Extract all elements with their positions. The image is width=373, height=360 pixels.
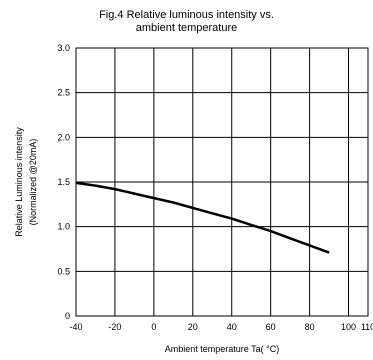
x-tick-label: 20 [188,322,198,332]
x-tick-label: -40 [69,322,82,332]
y-tick-label: 0.5 [57,266,70,276]
plot-frame [75,47,369,317]
tick-labels: -40 -20 0 20 40 60 80 100 110 0 0.5 1.0 1.5 2.0 2.5 3.0 [57,43,373,332]
x-tick-label: 80 [305,322,315,332]
x-tick-label: 110 [361,322,373,332]
chart-title-line1: Fig.4 Relative luminous intensity vs. [99,9,274,21]
y-axis-label-line1: Relative Luminous intensity [14,127,24,237]
x-axis-label: Ambient temperature Ta( °C) [165,344,279,354]
y-tick-label: 1.0 [57,222,70,232]
x-tick-label: 40 [227,322,237,332]
x-tick-label: 100 [341,322,356,332]
y-tick-label: 0 [65,311,70,321]
series-line [75,181,330,254]
y-tick-label: 1.5 [57,177,70,187]
x-tick-label: -20 [108,322,121,332]
chart-title-line2: ambient temperature [135,22,238,34]
y-tick-label: 3.0 [57,43,70,53]
x-tick-label: 0 [151,322,156,332]
x-tick-label: 60 [266,322,276,332]
y-axis-label-line2: (Normalized @20mA) [28,139,38,226]
y-tick-label: 2.0 [57,132,70,142]
grid-layer [75,47,369,317]
y-tick-label: 2.5 [57,88,70,98]
series-layer [75,181,330,254]
